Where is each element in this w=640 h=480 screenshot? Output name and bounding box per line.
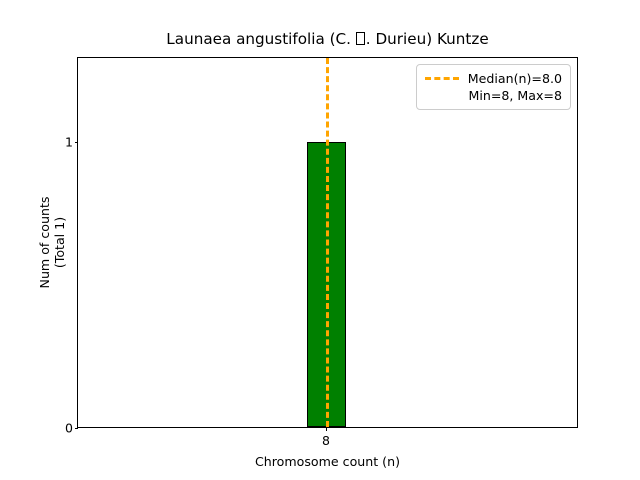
chart-title: Launaea angustifolia (C. . Durieu) Kuntz… xyxy=(77,30,578,48)
missing-glyph-icon xyxy=(356,32,366,45)
legend-label-minmax: Min=8, Max=8 xyxy=(468,88,562,103)
legend-entry-minmax: Min=8, Max=8 xyxy=(425,88,562,103)
legend-entry-median: Median(n)=8.0 xyxy=(424,71,562,86)
ytick-label-0: 0 xyxy=(65,420,73,435)
xtick-label-8: 8 xyxy=(322,433,330,448)
ytick-mark-1 xyxy=(74,142,78,143)
xtick-mark-8 xyxy=(326,427,327,431)
ytick-mark-0 xyxy=(74,427,78,429)
y-axis-label: Num of counts (Total 1) xyxy=(37,196,67,289)
dashed-line-icon xyxy=(424,77,459,80)
chart-title-suffix: . Durieu) Kuntze xyxy=(365,30,489,48)
plot-axes: 0 1 8 Median(n)=8.0 Min=8, Max=8 xyxy=(65,57,578,448)
plot-area xyxy=(78,58,577,427)
chart-legend: Median(n)=8.0 Min=8, Max=8 xyxy=(415,64,571,110)
x-axis-label: Chromosome count (n) xyxy=(255,454,400,469)
legend-label-median: Median(n)=8.0 xyxy=(467,71,562,86)
chart-title-prefix: Launaea angustifolia (C. xyxy=(166,30,356,48)
ytick-label-1: 1 xyxy=(65,134,73,150)
median-line xyxy=(326,58,329,427)
